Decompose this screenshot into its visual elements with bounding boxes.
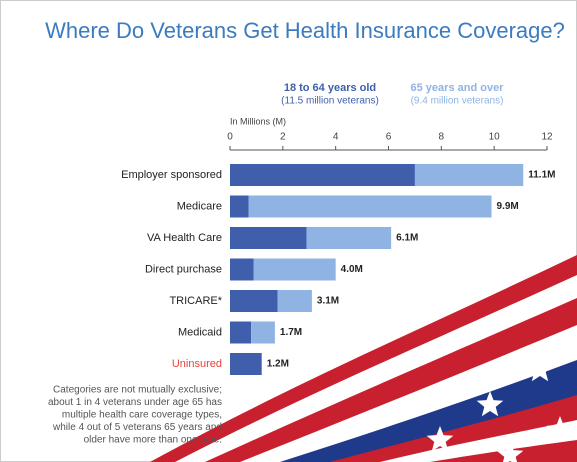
x-tick-label: 6 xyxy=(386,132,392,143)
value-label: 4.0M xyxy=(341,264,363,275)
footnote: about 1 in 4 veterans under age 65 has xyxy=(48,397,222,408)
bar-segment xyxy=(414,164,524,186)
x-tick-label: 8 xyxy=(439,132,445,143)
legend-label: 18 to 64 years old xyxy=(284,82,376,94)
bar-segment xyxy=(230,227,307,249)
value-label: 1.7M xyxy=(280,327,302,338)
legend-note: (9.4 million veterans) xyxy=(411,96,504,107)
x-tick-label: 12 xyxy=(541,132,553,143)
category-label: Employer sponsored xyxy=(121,169,222,181)
bar-segment xyxy=(230,195,249,218)
star xyxy=(496,441,524,462)
category-label: Direct purchase xyxy=(145,263,222,275)
bar-segment xyxy=(230,321,252,344)
star xyxy=(526,356,554,382)
flag-decoration xyxy=(150,255,577,462)
bar-segment xyxy=(230,164,415,186)
bar-segment xyxy=(251,321,275,344)
category-label: Medicaid xyxy=(178,326,222,338)
value-label: 9.9M xyxy=(497,201,519,212)
chart-title: Where Do Veterans Get Health Insurance C… xyxy=(45,18,565,43)
footnote: multiple health care coverage types, xyxy=(62,410,222,421)
bar-segment xyxy=(277,290,312,312)
bar-segment xyxy=(230,353,262,375)
category-label: TRICARE* xyxy=(169,295,222,307)
footnote: older have more than one type. xyxy=(84,435,222,446)
category-label: Uninsured xyxy=(172,358,222,370)
category-label: Medicare xyxy=(177,200,222,212)
star xyxy=(476,391,504,417)
value-label: 11.1M xyxy=(528,170,555,181)
bar-segment xyxy=(230,258,254,281)
legend-label: 65 years and over xyxy=(411,82,505,94)
star xyxy=(426,426,454,452)
star xyxy=(546,416,574,442)
value-label: 6.1M xyxy=(396,233,418,244)
category-label: VA Health Care xyxy=(147,232,222,244)
footnote: while 4 out of 5 veterans 65 years and xyxy=(52,422,222,433)
x-tick-label: 0 xyxy=(227,132,233,143)
axis-label: In Millions (M) xyxy=(230,116,286,126)
bar-segment xyxy=(306,227,392,249)
legend-note: (11.5 million veterans) xyxy=(281,96,379,107)
bar-segment xyxy=(253,258,336,281)
footnote: Categories are not mutually exclusive; xyxy=(53,385,222,396)
x-tick-label: 10 xyxy=(489,132,501,143)
value-label: 1.2M xyxy=(267,359,289,370)
x-tick-label: 2 xyxy=(280,132,286,143)
value-label: 3.1M xyxy=(317,296,339,307)
x-tick-label: 4 xyxy=(333,132,339,143)
bar-segment xyxy=(248,195,492,218)
bar-segment xyxy=(230,290,278,312)
